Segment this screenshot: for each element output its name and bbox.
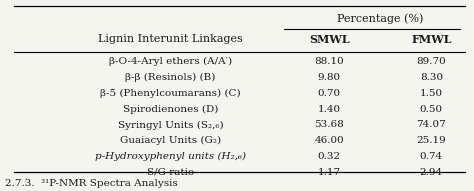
Text: 0.70: 0.70 bbox=[318, 89, 341, 98]
Text: β-β (Resinols) (B): β-β (Resinols) (B) bbox=[126, 73, 216, 82]
Text: 53.68: 53.68 bbox=[315, 121, 344, 129]
Text: 25.19: 25.19 bbox=[417, 136, 446, 145]
Text: 0.32: 0.32 bbox=[318, 152, 341, 161]
Text: FMWL: FMWL bbox=[411, 34, 452, 45]
Text: Syringyl Units (S₂,₆): Syringyl Units (S₂,₆) bbox=[118, 121, 223, 130]
Text: Percentage (%): Percentage (%) bbox=[337, 13, 424, 24]
Text: Guaiacyl Units (G₂): Guaiacyl Units (G₂) bbox=[120, 136, 221, 145]
Text: β-O-4-Aryl ethers (A/A′): β-O-4-Aryl ethers (A/A′) bbox=[109, 57, 232, 66]
Text: 88.10: 88.10 bbox=[315, 57, 344, 66]
Text: p-Hydroxyphenyl units (H₂,₆): p-Hydroxyphenyl units (H₂,₆) bbox=[95, 152, 246, 161]
Text: 74.07: 74.07 bbox=[417, 121, 446, 129]
Text: Spirodienones (D): Spirodienones (D) bbox=[123, 105, 219, 114]
Text: 2.94: 2.94 bbox=[420, 168, 443, 177]
Text: 1.17: 1.17 bbox=[318, 168, 341, 177]
Text: SMWL: SMWL bbox=[309, 34, 350, 45]
Text: 1.40: 1.40 bbox=[318, 105, 341, 114]
Text: β-5 (Phenylcoumarans) (C): β-5 (Phenylcoumarans) (C) bbox=[100, 89, 241, 98]
Text: 0.74: 0.74 bbox=[420, 152, 443, 161]
Text: Lignin Interunit Linkages: Lignin Interunit Linkages bbox=[98, 34, 243, 44]
Text: 9.80: 9.80 bbox=[318, 73, 341, 82]
Text: 2.7.3.  ³¹P-NMR Spectra Analysis: 2.7.3. ³¹P-NMR Spectra Analysis bbox=[5, 179, 177, 188]
Text: 8.30: 8.30 bbox=[420, 73, 443, 82]
Text: 1.50: 1.50 bbox=[420, 89, 443, 98]
Text: 46.00: 46.00 bbox=[315, 136, 344, 145]
Text: 0.50: 0.50 bbox=[420, 105, 443, 114]
Text: S/G ratio: S/G ratio bbox=[147, 168, 194, 177]
Text: 89.70: 89.70 bbox=[417, 57, 446, 66]
